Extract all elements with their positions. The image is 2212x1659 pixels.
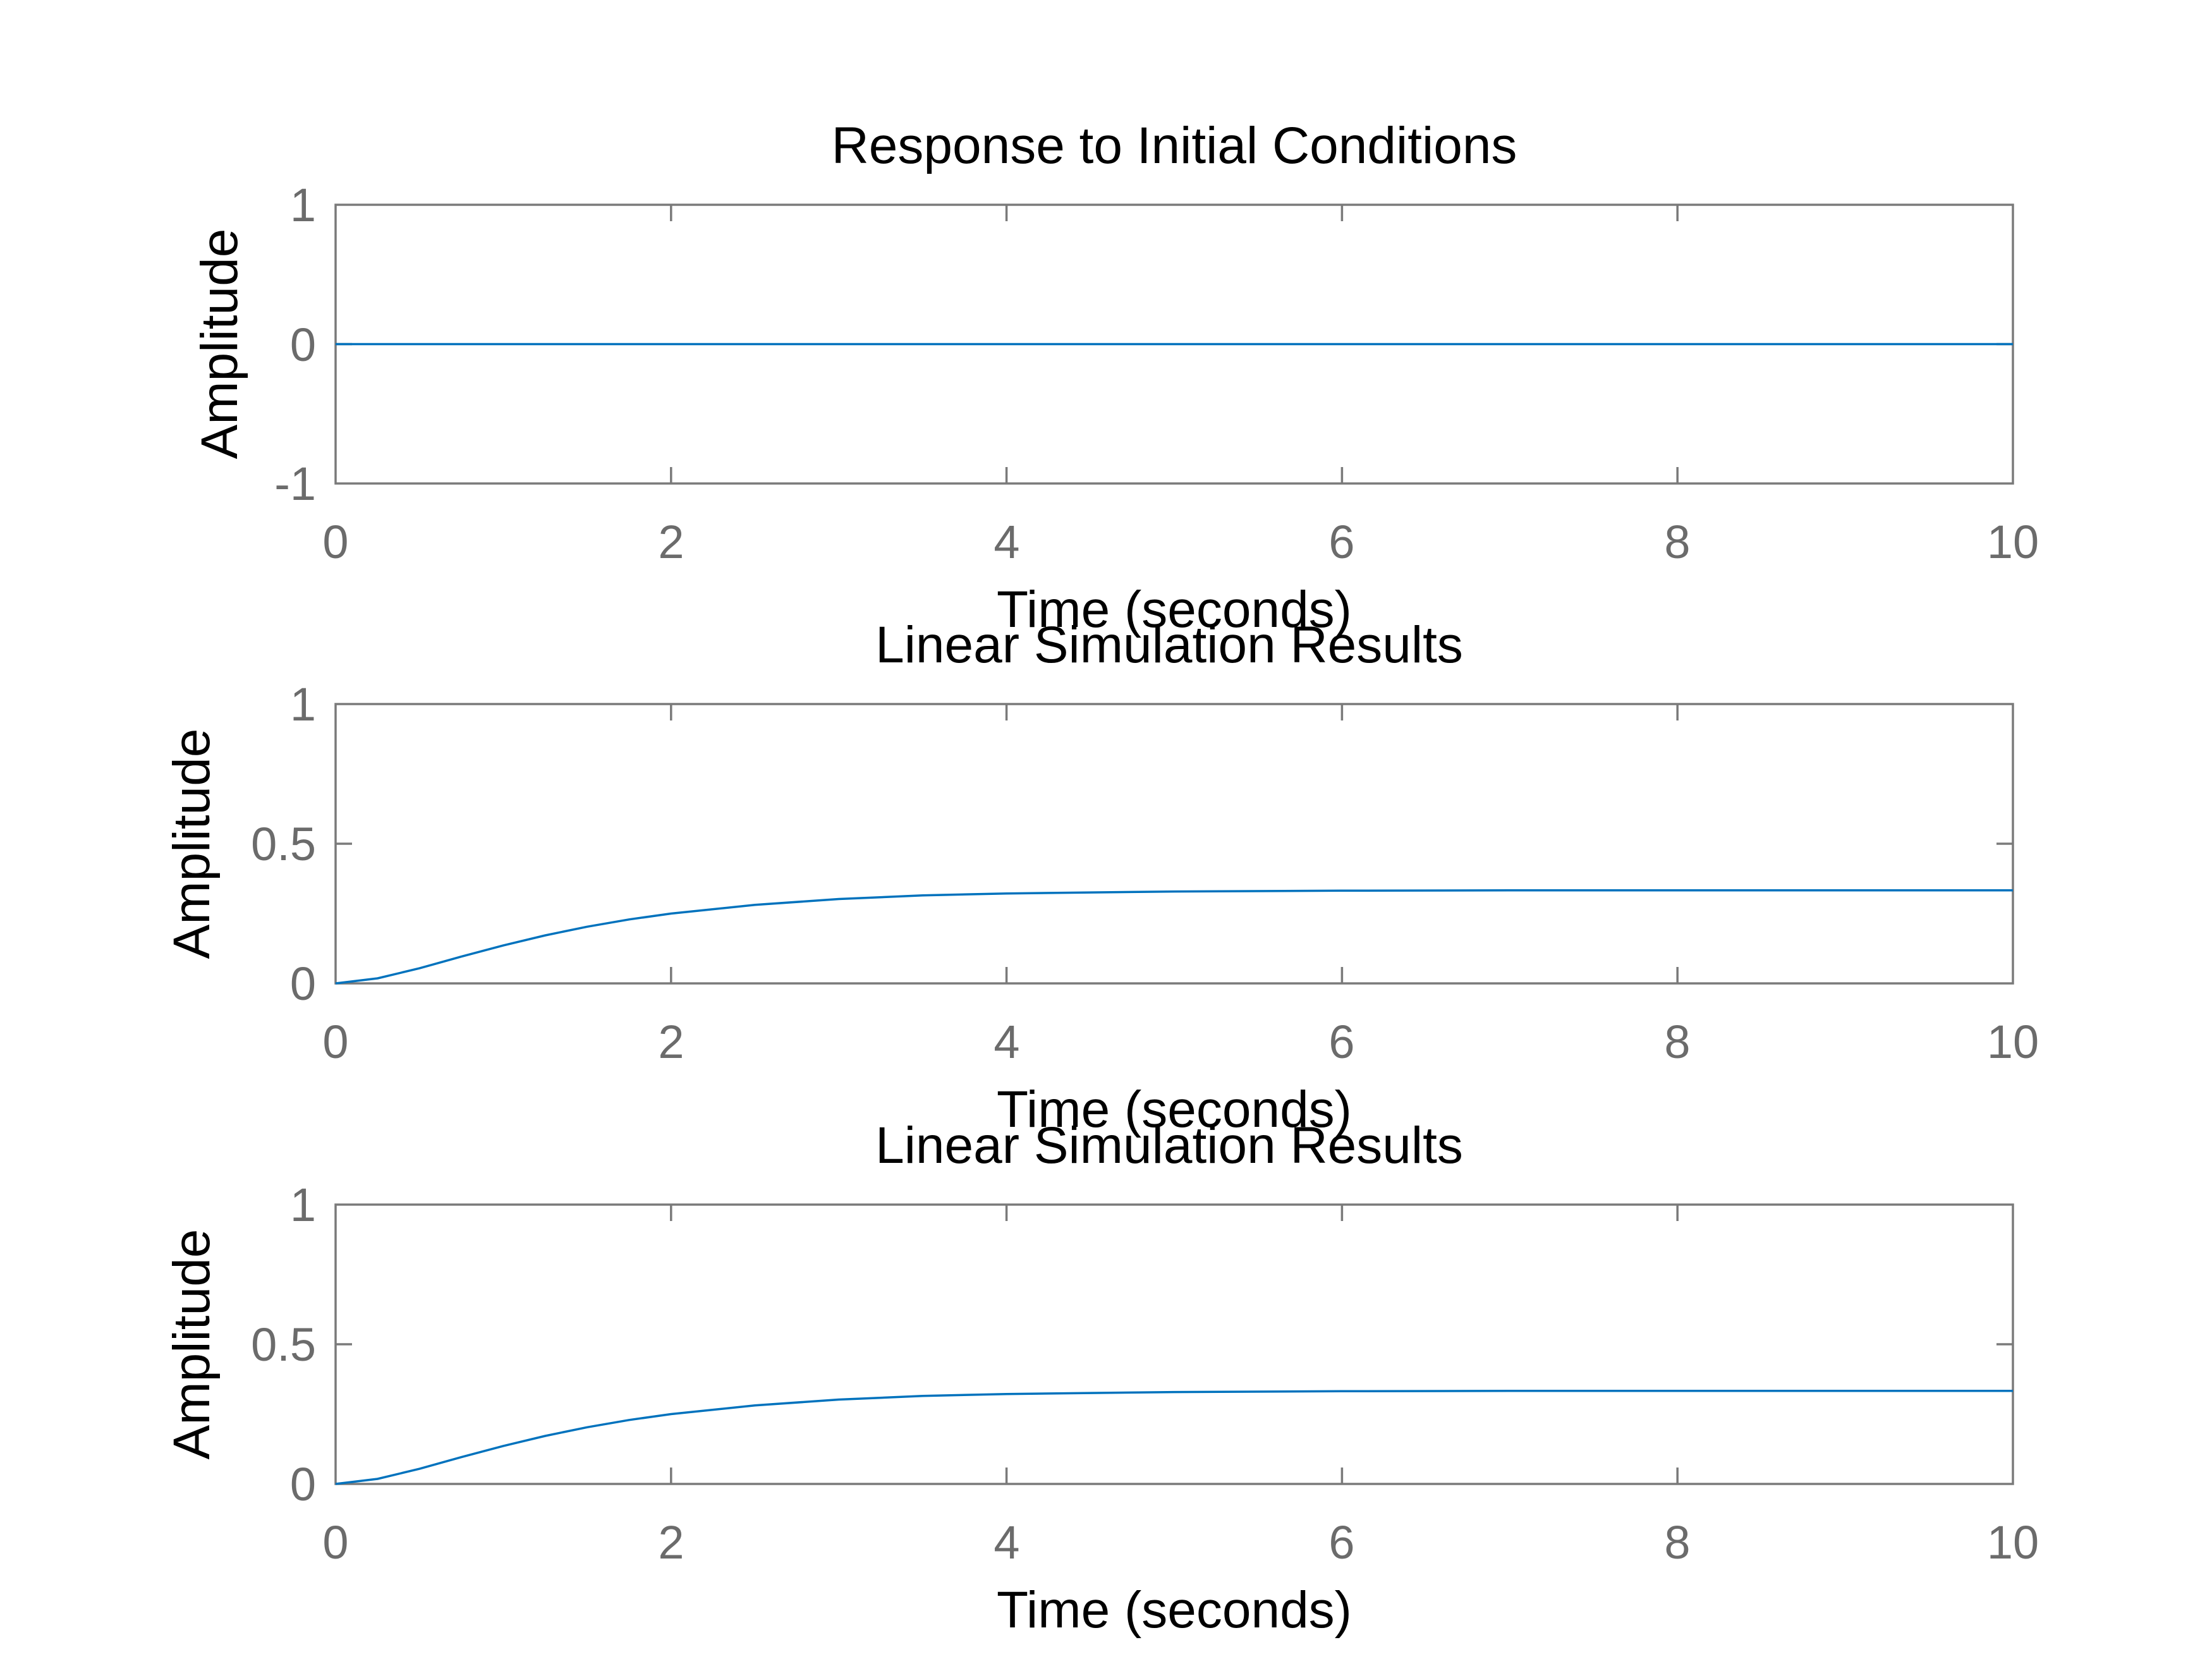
x-tick-label: 6 (1328, 1516, 1354, 1569)
series-line (335, 889, 2013, 985)
x-tick-labels: 0 2 4 6 8 10 (322, 516, 2039, 568)
y-axis-label: Amplitude (191, 229, 248, 459)
x-tick-label: 2 (658, 516, 684, 568)
y-tick-label: 0 (290, 957, 316, 1010)
x-tick-label: 8 (1664, 1016, 1690, 1068)
x-tick-label: 8 (1664, 516, 1690, 568)
y-tick-label: 1 (290, 678, 316, 731)
series-line (335, 1390, 2013, 1485)
subplot-3: Linear Simulation Results Amplitude Time… (163, 1117, 2039, 1639)
tick-marks (336, 1205, 2013, 1484)
y-tick-label: 1 (290, 179, 316, 231)
x-tick-label: 4 (994, 1016, 1019, 1068)
x-tick-label: 0 (322, 516, 348, 568)
y-tick-label: 0 (290, 1458, 316, 1510)
x-tick-label: 6 (1328, 1016, 1354, 1068)
x-tick-label: 0 (322, 1516, 348, 1569)
x-tick-label: 2 (658, 1016, 684, 1068)
x-tick-labels: 0 2 4 6 8 10 (322, 1016, 2039, 1068)
y-tick-labels: 1 0.5 0 (251, 1179, 316, 1510)
y-tick-label: 0.5 (251, 1318, 316, 1371)
chart-title: Linear Simulation Results (875, 1117, 1463, 1174)
x-tick-label: 10 (1987, 516, 2039, 568)
x-tick-label: 2 (658, 1516, 684, 1569)
y-axis-label: Amplitude (163, 1229, 221, 1460)
x-axis-label: Time (seconds) (997, 1581, 1352, 1639)
x-tick-label: 10 (1987, 1516, 2039, 1569)
y-tick-labels: 1 0 -1 (274, 179, 316, 510)
subplot-1: Response to Initial Conditions Amplitude… (191, 117, 2039, 638)
x-tick-label: 0 (322, 1016, 348, 1068)
y-tick-label: -1 (274, 458, 316, 510)
y-tick-label: 1 (290, 1179, 316, 1231)
y-tick-label: 0.5 (251, 818, 316, 870)
tick-marks (336, 704, 2013, 983)
x-tick-labels: 0 2 4 6 8 10 (322, 1516, 2039, 1569)
x-tick-label: 10 (1987, 1016, 2039, 1068)
x-axis-label: Time (seconds) (997, 581, 1352, 638)
x-tick-label: 8 (1664, 1516, 1690, 1569)
x-tick-label: 4 (994, 516, 1019, 568)
x-tick-label: 6 (1328, 516, 1354, 568)
y-axis-label: Amplitude (163, 729, 221, 959)
x-axis-label: Time (seconds) (997, 1081, 1352, 1138)
y-tick-labels: 1 0.5 0 (251, 678, 316, 1010)
chart-title: Response to Initial Conditions (832, 117, 1517, 174)
axes-box (334, 1203, 2014, 1485)
y-tick-label: 0 (290, 319, 316, 371)
x-tick-label: 4 (994, 1516, 1019, 1569)
subplot-2: Linear Simulation Results Amplitude Time… (163, 616, 2039, 1138)
chart-title: Linear Simulation Results (875, 616, 1463, 674)
axes-box (334, 703, 2014, 985)
